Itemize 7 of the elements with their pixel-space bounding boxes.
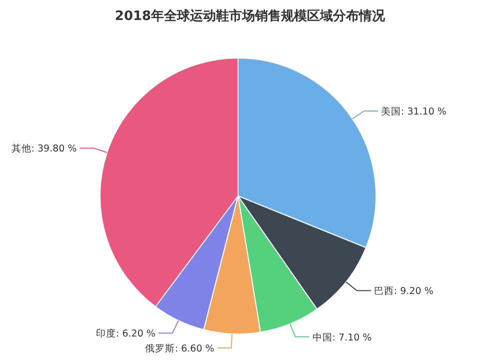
chart-title: 2018年全球运动鞋市场销售规模区域分布情况 [114, 8, 386, 24]
slice-label: 印度: 6.20 % [96, 328, 156, 340]
slice-label: 美国: 31.10 % [380, 105, 446, 118]
slice-label: 中国: 7.10 % [312, 331, 372, 344]
slice-label: 巴西: 9.20 % [374, 286, 434, 298]
slice-label: 俄罗斯: 6.60 % [144, 342, 214, 354]
slice-label: 其他: 39.80 % [11, 142, 77, 155]
